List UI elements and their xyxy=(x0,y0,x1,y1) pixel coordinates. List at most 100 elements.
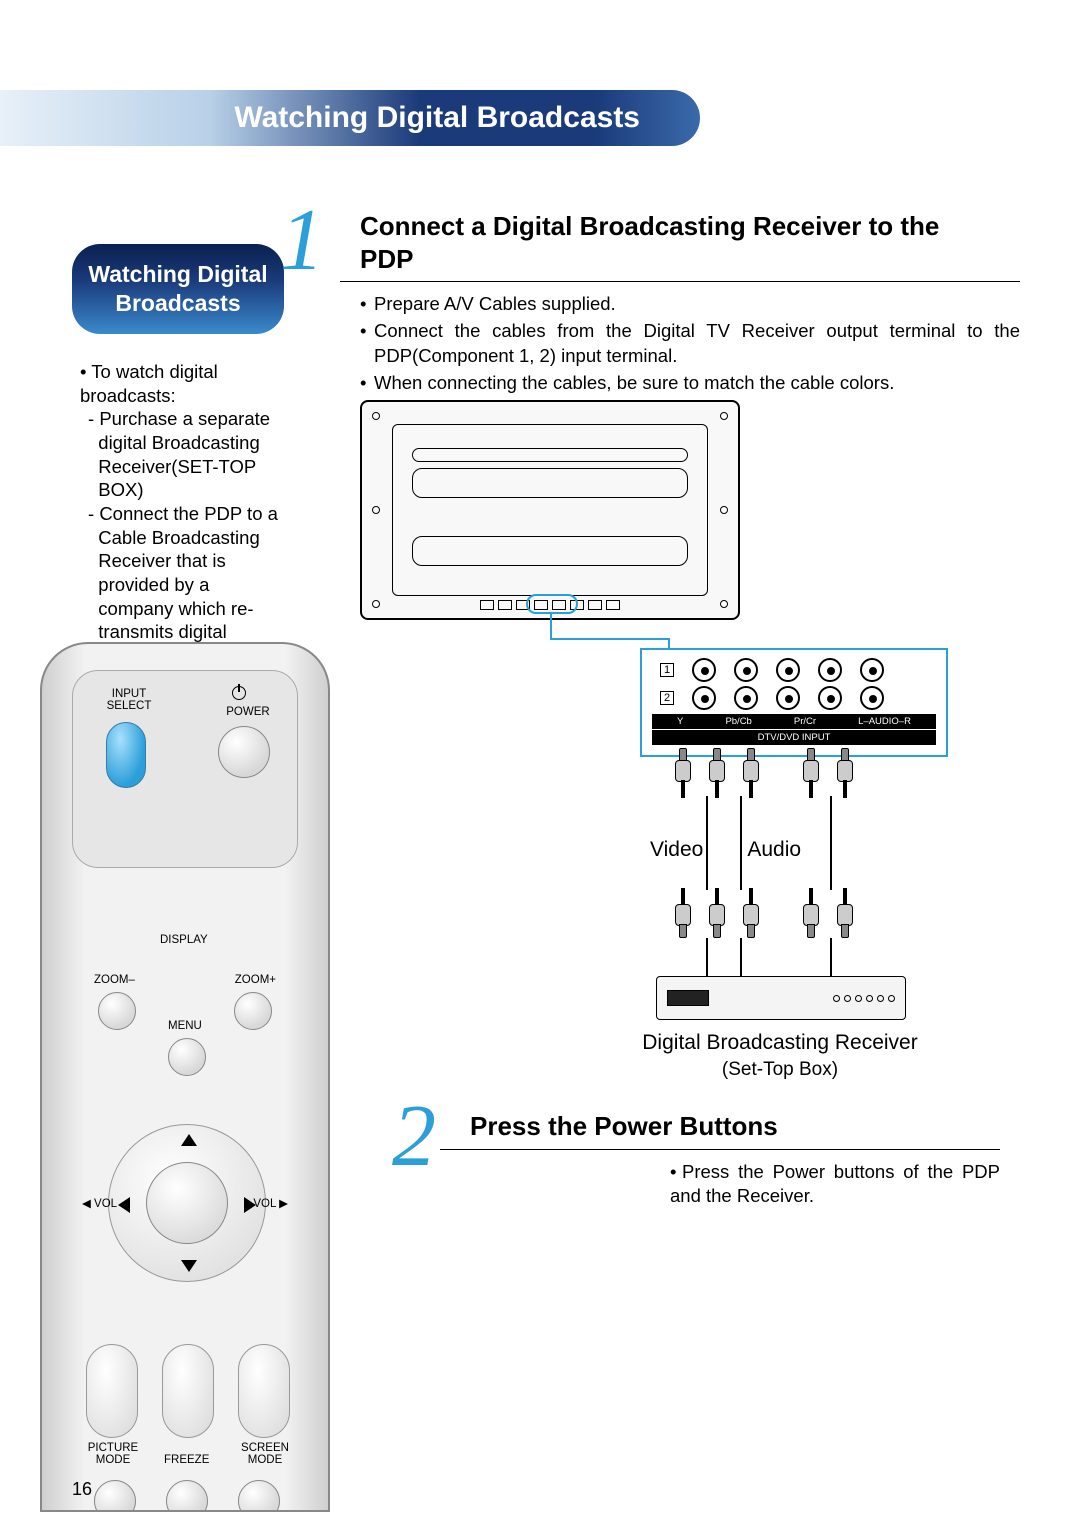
stb-caption-sub: (Set-Top Box) xyxy=(722,1059,838,1080)
jack-sublabel: DTV/DVD INPUT xyxy=(652,730,936,745)
step-2-title: Press the Power Buttons xyxy=(440,1110,1000,1150)
freeze-button[interactable] xyxy=(162,1344,214,1438)
remote-freeze-label: FREEZE xyxy=(164,1454,209,1466)
sidebar-pa-4: BOX) xyxy=(98,479,143,500)
sidebar-pb-3: Receiver that is xyxy=(98,550,226,571)
jack-y-2 xyxy=(692,686,716,710)
page-title: Watching Digital Broadcasts xyxy=(234,101,640,135)
cable-line xyxy=(830,938,832,976)
power-icon xyxy=(232,686,246,700)
video-label: Video xyxy=(650,838,703,862)
connection-line xyxy=(668,638,670,648)
sidebar-pa-3: Receiver(SET-TOP xyxy=(98,456,256,477)
sidebar-pb-4: provided by a xyxy=(98,574,209,595)
sidebar-pb-2: Cable Broadcasting xyxy=(98,527,259,548)
jack-label-y: Y xyxy=(673,716,687,727)
jack-pb-2 xyxy=(734,686,758,710)
step-2: 2 Press the Power Buttons •Press the Pow… xyxy=(440,1110,1000,1208)
video-audio-labels: Video Audio xyxy=(650,838,801,862)
jack-pr-2 xyxy=(776,686,800,710)
step-1-title-l2: PDP xyxy=(360,244,413,274)
sidebar-pa-2: digital Broadcasting xyxy=(98,432,259,453)
bottom-plugs-audio xyxy=(800,890,856,938)
bottom-button-2[interactable] xyxy=(166,1480,208,1512)
jack-y-1 xyxy=(692,658,716,682)
step-2-body: •Press the Power buttons of the PDP and … xyxy=(670,1160,1000,1209)
jack-label-audio: L–AUDIO–R xyxy=(854,716,915,727)
zoom-minus-button[interactable] xyxy=(98,992,136,1030)
remote-zoomminus-label: ZOOM– xyxy=(94,974,135,986)
remote-control-diagram: INPUT SELECT POWER DISPLAY ZOOM– ZOOM+ M… xyxy=(40,642,330,1512)
cable-line xyxy=(830,796,832,890)
connection-line xyxy=(550,638,670,640)
remote-screen-l1: SCREEN xyxy=(241,1442,289,1454)
remote-zoomplus-label: ZOOM+ xyxy=(235,974,276,986)
jack-al-2 xyxy=(818,686,842,710)
pdp-rear-diagram xyxy=(360,400,740,620)
step1-b2: Connect the cables from the Digital TV R… xyxy=(374,319,1020,368)
page-title-bar: Watching Digital Broadcasts xyxy=(0,90,700,146)
jack-pb-1 xyxy=(734,658,758,682)
remote-vol-r: VOL xyxy=(253,1198,276,1210)
remote-screen-l2: MODE xyxy=(248,1454,283,1466)
sidebar-pb-6: transmits digital xyxy=(98,621,227,642)
step-1: 1 Connect a Digital Broadcasting Receive… xyxy=(340,210,1020,396)
screen-mode-button[interactable] xyxy=(238,1344,290,1438)
remote-power-label: POWER xyxy=(218,706,278,718)
stb-caption: Digital Broadcasting Receiver (Set-Top B… xyxy=(610,1030,950,1083)
sidebar-copy: • To watch digital broadcasts: - Purchas… xyxy=(72,360,302,668)
cable-line xyxy=(706,938,708,976)
stb-caption-main: Digital Broadcasting Receiver xyxy=(642,1031,917,1054)
pdp-back-panel xyxy=(360,400,740,620)
top-plugs-video xyxy=(672,748,762,796)
jack-label-pb: Pb/Cb xyxy=(721,716,755,727)
step-2-number: 2 xyxy=(392,1086,436,1187)
sidebar-heading-pill: Watching Digital Broadcasts xyxy=(72,244,284,334)
sidebar-pb-1: Connect the PDP to a xyxy=(99,503,278,524)
remote-picture-l1: PICTURE xyxy=(88,1442,138,1454)
sidebar-pa-1: Purchase a separate xyxy=(99,408,270,429)
main-content: 1 Connect a Digital Broadcasting Receive… xyxy=(340,210,1020,428)
sidebar-heading-line2: Broadcasts xyxy=(115,289,240,318)
jack-pr-1 xyxy=(776,658,800,682)
jack-al-1 xyxy=(818,658,842,682)
picture-mode-button[interactable] xyxy=(86,1344,138,1438)
jack-ar-1 xyxy=(860,658,884,682)
bottom-plugs-video xyxy=(672,890,762,938)
power-button[interactable] xyxy=(218,726,270,778)
jack-label-pr: Pr/Cr xyxy=(790,716,820,727)
step-1-title: Connect a Digital Broadcasting Receiver … xyxy=(340,210,1020,282)
zoom-plus-button[interactable] xyxy=(234,992,272,1030)
step-1-title-l1: Connect a Digital Broadcasting Receiver … xyxy=(360,211,939,241)
remote-vol-l: VOL xyxy=(94,1198,117,1210)
dpad-left-icon xyxy=(118,1197,130,1213)
step1-b1: Prepare A/V Cables supplied. xyxy=(374,292,1020,316)
component-port-highlight xyxy=(526,594,578,614)
sidebar-pb-5: company which re- xyxy=(98,598,253,619)
sidebar-intro: To watch digital broadcasts: xyxy=(80,361,218,406)
step-1-body: •Prepare A/V Cables supplied. •Connect t… xyxy=(340,292,1020,396)
component-input-panel: 1 2 Y Pb/Cb Pr/Cr L–AUDIO–R DTV/DVD INPU… xyxy=(640,648,948,757)
jack-row-2: 2 xyxy=(660,691,674,705)
bottom-button-3[interactable] xyxy=(238,1480,280,1512)
dpad-down-icon xyxy=(181,1260,197,1272)
remote-input-l2: SELECT xyxy=(107,700,152,712)
set-top-box-diagram xyxy=(656,976,906,1020)
jack-row-1: 1 xyxy=(660,663,674,677)
menu-button[interactable] xyxy=(168,1038,206,1076)
page-number: 16 xyxy=(72,1479,92,1500)
input-select-button[interactable] xyxy=(106,722,146,788)
dpad-ok-button[interactable] xyxy=(146,1162,228,1244)
jack-labels: Y Pb/Cb Pr/Cr L–AUDIO–R xyxy=(652,714,936,729)
audio-label: Audio xyxy=(747,838,801,862)
bottom-button-1[interactable] xyxy=(94,1480,136,1512)
remote-input-l1: INPUT xyxy=(112,688,147,700)
remote-display-label: DISPLAY xyxy=(160,934,208,946)
jack-ar-2 xyxy=(860,686,884,710)
step2-text: Press the Power buttons of the PDP and t… xyxy=(670,1161,1000,1206)
connection-line xyxy=(550,612,552,640)
step-1-number: 1 xyxy=(280,190,324,291)
remote-picture-l2: MODE xyxy=(96,1454,131,1466)
sidebar-heading-line1: Watching Digital xyxy=(88,260,267,289)
dpad[interactable] xyxy=(108,1124,266,1282)
